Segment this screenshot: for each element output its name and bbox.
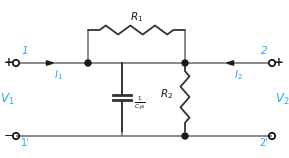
Text: $I_2$: $I_2$ bbox=[234, 68, 243, 82]
Polygon shape bbox=[226, 61, 234, 65]
Circle shape bbox=[85, 60, 91, 66]
Text: 1: 1 bbox=[21, 46, 28, 56]
Circle shape bbox=[182, 133, 188, 139]
Text: +: + bbox=[274, 57, 284, 70]
Circle shape bbox=[182, 60, 188, 66]
Text: 1': 1' bbox=[21, 138, 30, 148]
Polygon shape bbox=[47, 61, 53, 65]
Text: $V_1$: $V_1$ bbox=[0, 92, 14, 107]
Text: $R_2$: $R_2$ bbox=[160, 88, 173, 101]
Text: $R_1$: $R_1$ bbox=[130, 10, 143, 24]
Text: −: − bbox=[4, 130, 14, 143]
Text: $I_1$: $I_1$ bbox=[54, 68, 63, 82]
Text: 2: 2 bbox=[261, 46, 268, 56]
Text: +: + bbox=[4, 57, 14, 70]
Text: $V_2$: $V_2$ bbox=[275, 92, 289, 107]
Text: 2': 2' bbox=[259, 138, 268, 148]
Text: $\frac{1}{C_1 s}$: $\frac{1}{C_1 s}$ bbox=[134, 95, 146, 112]
